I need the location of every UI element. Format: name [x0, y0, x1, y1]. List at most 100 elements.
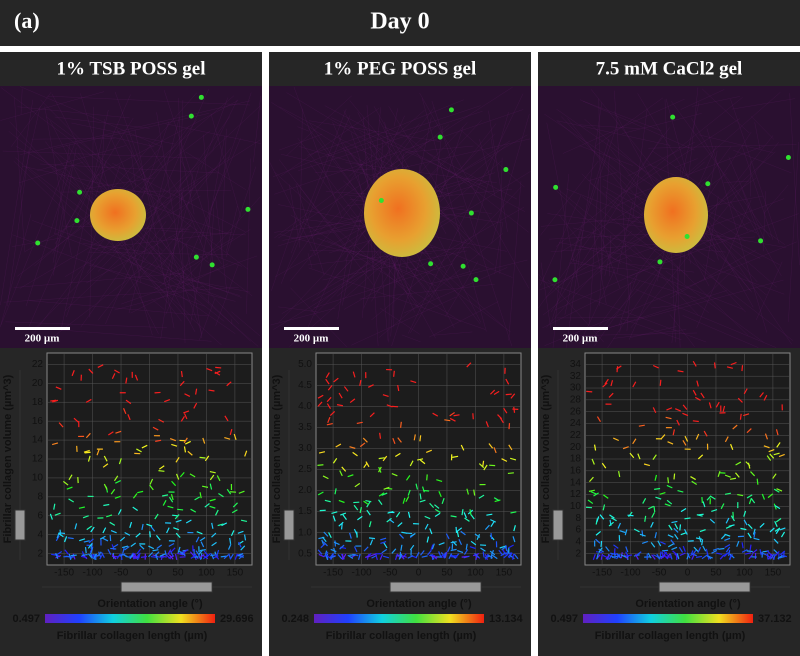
fiber-point — [774, 521, 778, 527]
fiber-point — [175, 473, 180, 480]
fiber-point — [654, 474, 658, 481]
fiber-texture — [579, 268, 616, 345]
fiber-texture — [582, 196, 689, 276]
fiber-point — [502, 549, 507, 556]
fiber-point — [432, 412, 439, 417]
fiber-point — [465, 543, 468, 550]
fiber-texture — [551, 139, 610, 322]
fiber-point — [424, 515, 431, 520]
fiber-point — [434, 508, 441, 513]
fiber-point — [622, 446, 629, 450]
scale-bar-label: 200 µm — [294, 333, 329, 345]
fiber-point — [632, 438, 637, 445]
fiber-point — [353, 546, 358, 553]
fiber-point — [125, 377, 128, 384]
fiber-point — [97, 364, 104, 369]
fiber-point — [111, 554, 117, 560]
fiber-point — [397, 384, 400, 392]
y-tick-label: 8 — [37, 491, 43, 502]
fiber-point — [724, 492, 732, 495]
fiber-texture — [325, 105, 481, 158]
fiber-point — [198, 549, 204, 555]
fiber-point — [773, 553, 776, 560]
fiber-point — [117, 509, 122, 515]
fiber-point — [209, 470, 216, 474]
fiber-texture — [52, 176, 93, 254]
fiber-point — [779, 527, 786, 531]
y-tick-label: 3.5 — [298, 422, 312, 433]
fiber-point — [205, 552, 212, 558]
fiber-point — [338, 521, 344, 527]
fiber-point — [699, 529, 706, 533]
fiber-point — [168, 542, 175, 547]
fiber-texture — [550, 135, 663, 313]
fiber-point — [96, 449, 100, 456]
fiber-point — [677, 489, 684, 493]
fiber-point — [593, 492, 599, 497]
fiber-point — [102, 527, 107, 534]
fiber-texture — [154, 229, 251, 290]
fiber-texture — [675, 158, 698, 168]
fiber-texture — [178, 100, 184, 209]
fiber-point — [605, 554, 611, 560]
fiber-point — [505, 378, 510, 385]
fiber-point — [665, 416, 672, 420]
fiber-point — [329, 411, 336, 417]
fiber-point — [326, 422, 333, 426]
fiber-point — [122, 545, 129, 549]
fiber-point — [337, 554, 343, 560]
fiber-point — [650, 521, 654, 528]
fiber-point — [137, 490, 144, 494]
fiber-point — [724, 544, 731, 548]
fiber-point — [695, 433, 700, 440]
fiber-point — [139, 544, 145, 550]
fiber-point — [211, 532, 217, 538]
fiber-texture — [0, 214, 32, 326]
fiber-point — [632, 381, 637, 388]
fiber-texture — [408, 93, 524, 334]
fiber-texture — [286, 95, 352, 156]
fiber-point — [336, 404, 344, 407]
fiber-texture — [51, 167, 259, 347]
fiber-point — [365, 499, 372, 503]
fiber-texture — [445, 261, 479, 317]
fiber-texture — [343, 206, 525, 310]
fiber-point — [378, 466, 382, 473]
fiber-point — [463, 549, 469, 555]
fiber-point — [58, 422, 64, 428]
scale-bar-label: 200 µm — [563, 333, 598, 345]
fiber-texture — [348, 109, 425, 177]
fiber-point — [431, 543, 435, 550]
fiber-point — [394, 553, 398, 560]
fiber-point — [586, 390, 593, 393]
fiber-point — [474, 552, 480, 558]
fiber-point — [379, 432, 382, 439]
fiber-texture — [87, 251, 230, 255]
fiber-point — [56, 551, 63, 556]
fiber-point — [227, 543, 232, 550]
fiber-point — [353, 504, 359, 511]
fiber-point — [611, 517, 617, 522]
y-tick-label: 1.5 — [298, 506, 312, 517]
fiber-texture — [579, 145, 633, 166]
fiber-point — [618, 470, 621, 478]
fiber-point — [695, 396, 701, 401]
y-tick-label: 5.0 — [298, 359, 312, 370]
fiber-point — [218, 493, 224, 498]
fiber-point — [92, 553, 98, 560]
fiber-point — [359, 507, 362, 514]
fiber-point — [194, 553, 199, 560]
fiber-texture — [20, 100, 251, 155]
fiber-point — [776, 488, 783, 492]
fiber-point — [190, 508, 197, 513]
fiber-point — [168, 554, 174, 560]
fiber-point — [415, 551, 420, 558]
fiber-texture — [552, 174, 569, 348]
fiber-texture — [702, 264, 785, 295]
fiber-point — [664, 503, 671, 507]
fiber-point — [484, 555, 491, 559]
fiber-texture — [86, 225, 192, 284]
fiber-point — [363, 546, 369, 552]
fiber-texture — [632, 109, 648, 218]
fiber-texture — [553, 185, 709, 314]
